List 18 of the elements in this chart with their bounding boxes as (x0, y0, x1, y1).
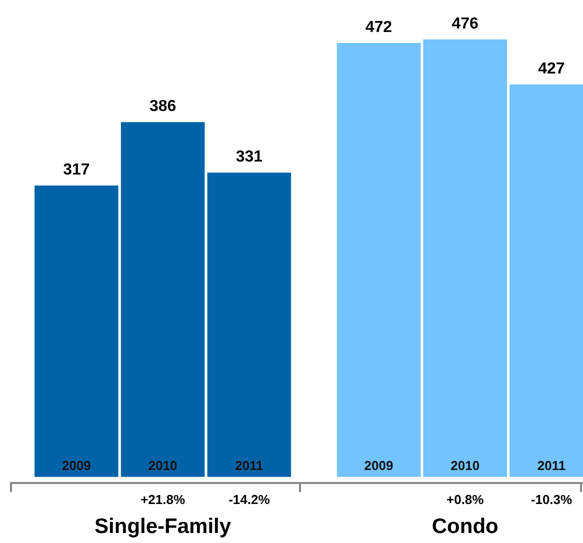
data-label: 476 (452, 15, 479, 32)
text: +0.8% (446, 492, 484, 507)
data-label: 386 (149, 98, 176, 116)
data-label: 331 (236, 148, 263, 166)
text: Single-Family (94, 515, 232, 538)
x-tick-label: 2009 (62, 458, 91, 473)
x-tick-label: 2010 (148, 458, 178, 473)
text: +21.8% (140, 492, 186, 507)
text: -10.3% (530, 492, 573, 507)
data-label: 472 (365, 19, 392, 36)
x-tick-label: 2009 (364, 458, 394, 473)
x-tick-label: 2011 (537, 458, 566, 473)
text: Condo (432, 515, 498, 538)
text: -14.2% (228, 492, 270, 507)
data-label: 317 (63, 162, 90, 179)
x-tick-label: 2011 (235, 458, 264, 473)
x-tick-label: 2010 (450, 458, 480, 473)
data-label: 427 (538, 60, 565, 78)
